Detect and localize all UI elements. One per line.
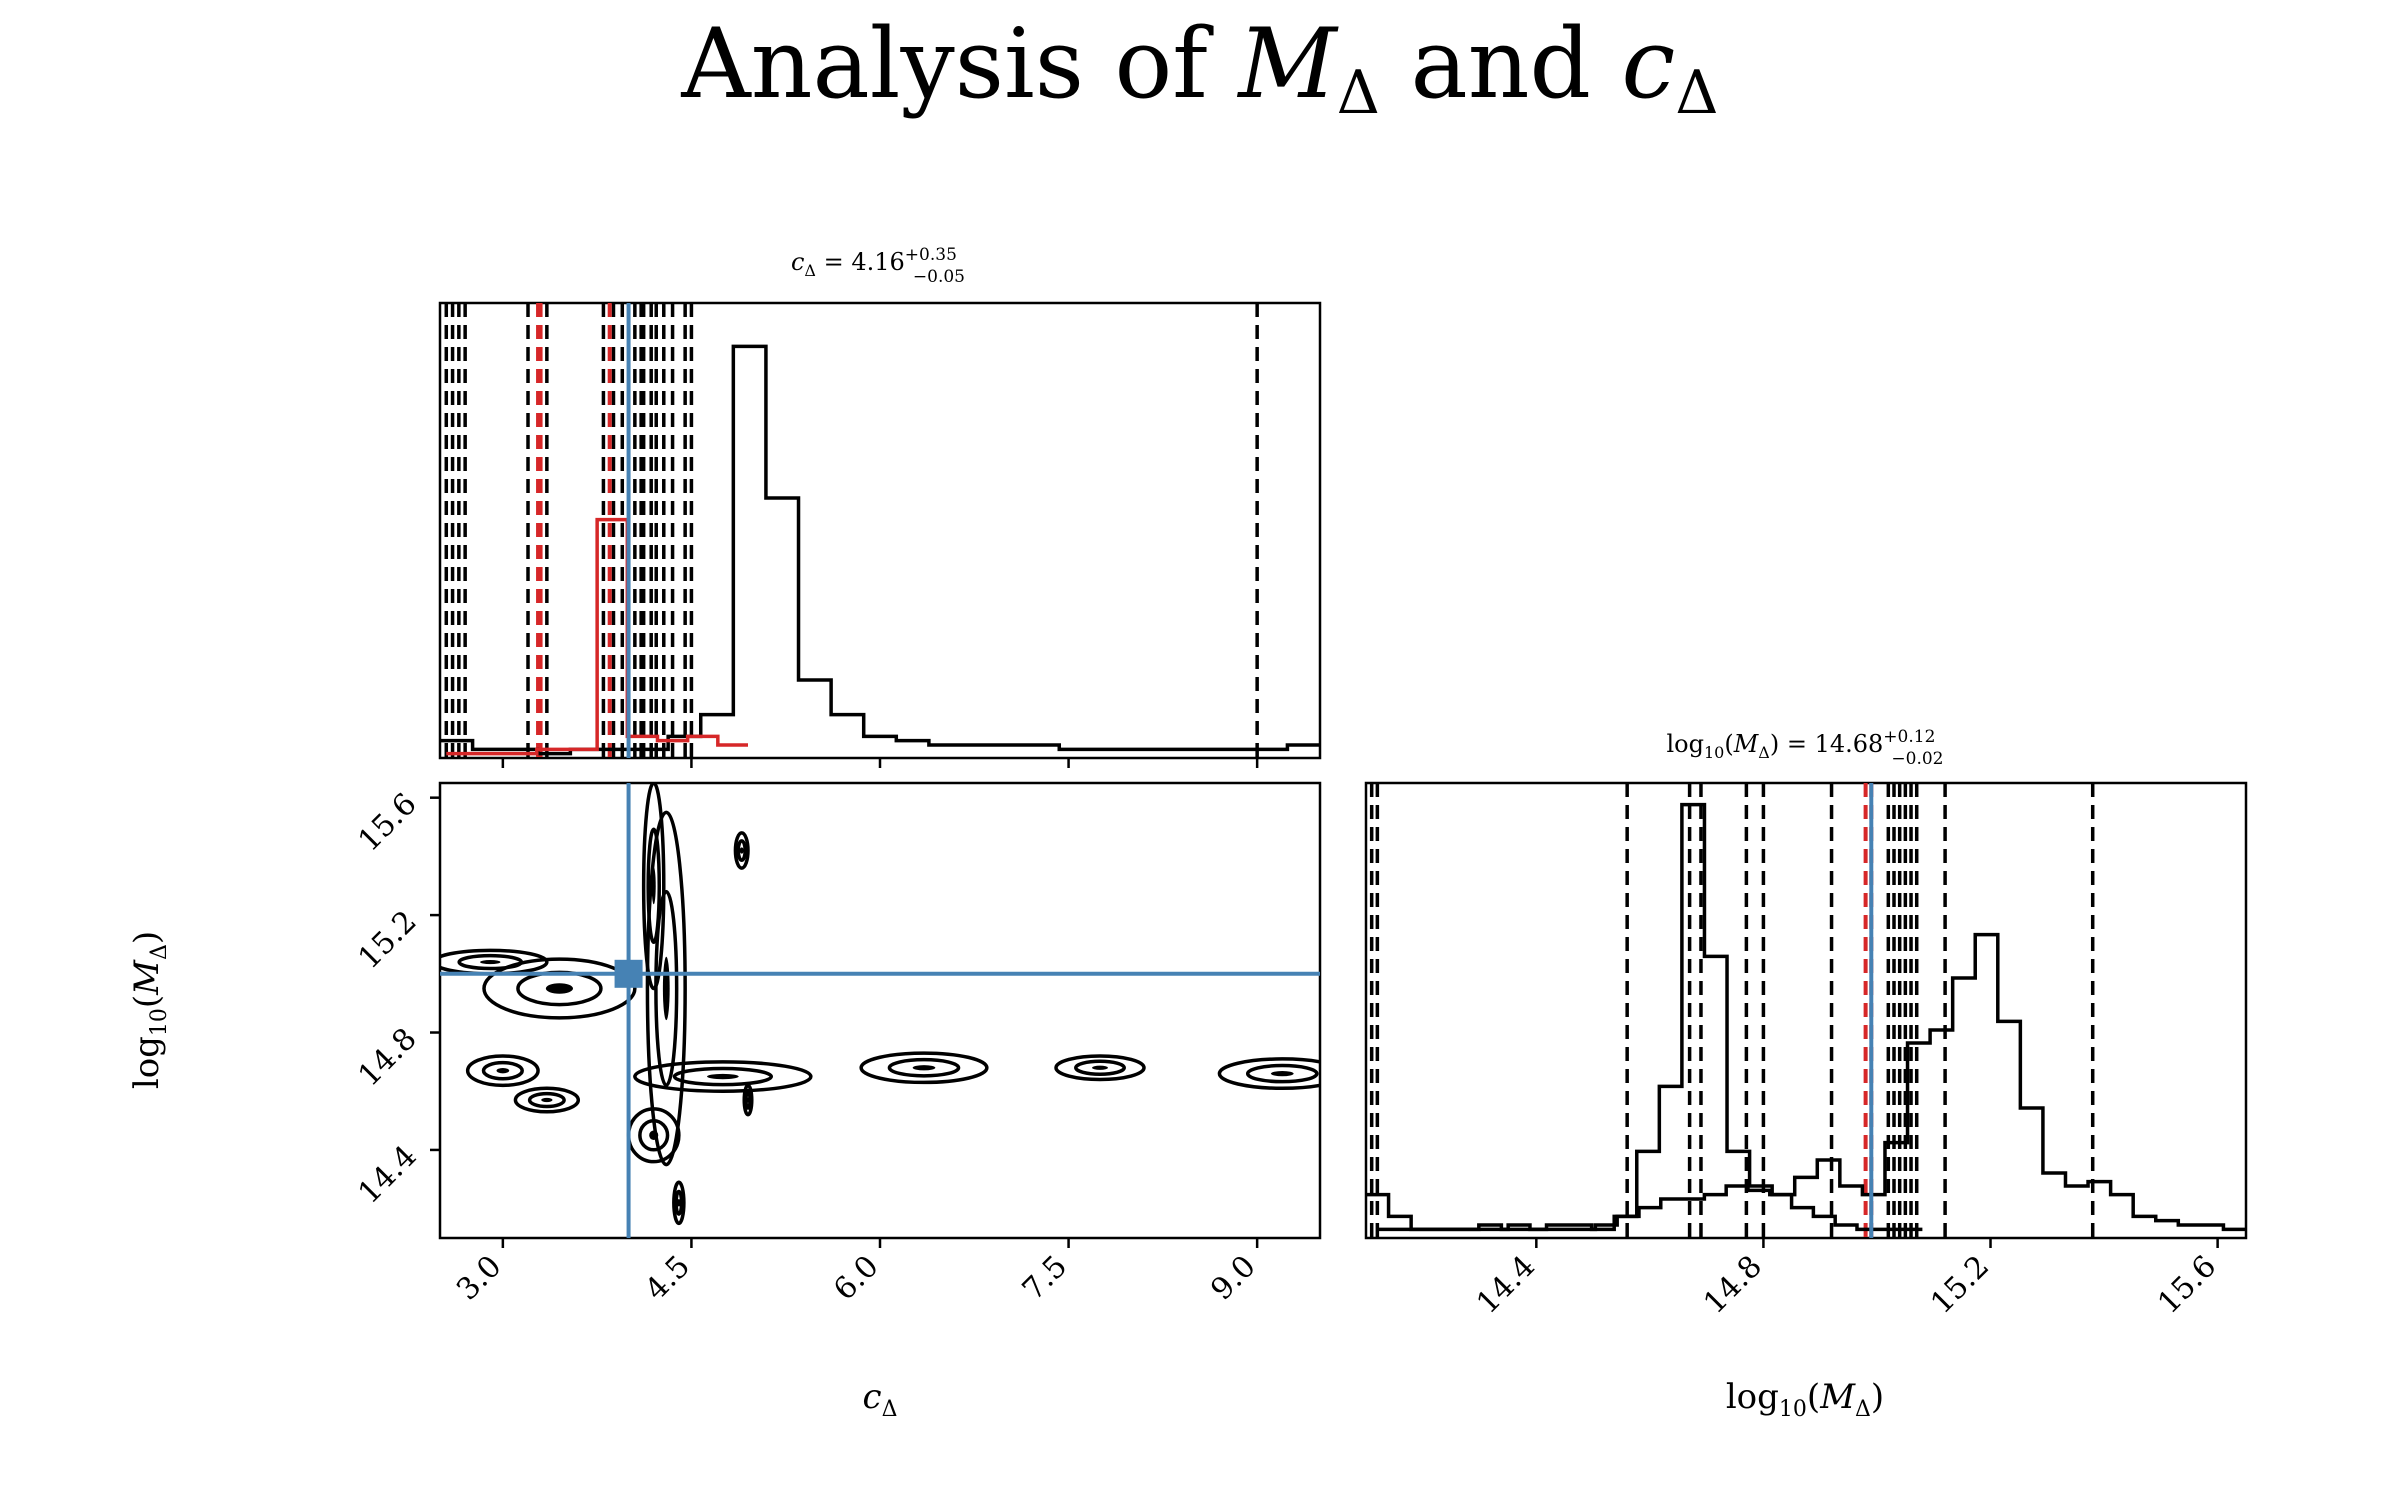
contour-level — [482, 957, 637, 1020]
logM-x-tick-label: 15.6 — [2151, 1249, 2223, 1321]
contour-level — [465, 1054, 540, 1088]
joint-y-axis-label: log10(MΔ) — [127, 931, 172, 1089]
contour-level — [638, 1118, 670, 1152]
joint-x-tick-label: 7.5 — [1016, 1249, 1074, 1307]
contour-level — [1054, 1054, 1146, 1082]
contour-core — [707, 1073, 739, 1080]
contour-level — [457, 953, 524, 971]
logM-x-axis-label: log10(MΔ) — [1726, 1377, 1884, 1422]
contour-core — [651, 867, 656, 905]
logM-x-tick-label: 15.2 — [1924, 1249, 1996, 1321]
contour-core — [739, 847, 744, 854]
logM-x-tick-label: 14.4 — [1470, 1249, 1542, 1321]
contour-level — [633, 1060, 813, 1093]
joint-y-tick-label: 15.2 — [352, 904, 424, 976]
truth-marker — [614, 959, 643, 988]
logM-marginal-title: log10(MΔ) = 14.68+0.12 −0.02 — [1666, 727, 1943, 769]
contour-core — [676, 1199, 681, 1207]
joint-x-tick-label: 6.0 — [827, 1249, 885, 1307]
c-histogram-series — [440, 344, 1320, 756]
contour-core — [1270, 1070, 1294, 1077]
contour-core — [1092, 1065, 1108, 1070]
c-delta-marginal-frame — [438, 301, 1322, 760]
logM-x-tick-label: 14.8 — [1697, 1249, 1769, 1321]
figure-title: Analysis of MΔ and cΔ — [680, 8, 1718, 128]
contour-level — [1217, 1057, 1320, 1091]
c-delta-marginal-title: cΔ = 4.16+0.35 −0.05 — [791, 245, 965, 287]
contour-core — [496, 1068, 510, 1074]
contour-core — [545, 983, 574, 994]
contour-level — [527, 1091, 566, 1109]
contour-level — [1074, 1059, 1126, 1076]
joint-y-tick-label: 14.8 — [352, 1021, 424, 1093]
joint-y-tick-label: 15.6 — [352, 787, 424, 859]
contour-core — [649, 1130, 659, 1141]
contour-level — [672, 1066, 774, 1087]
logM-marginal-panel: log10(MΔ) = 14.68+0.12 −0.02 14.4 14.8 15.2… — [1364, 727, 2248, 1422]
contour-level — [481, 1060, 524, 1081]
contour-level — [672, 1180, 686, 1226]
joint-x-tick-label: 3.0 — [450, 1249, 508, 1307]
contour-core — [912, 1065, 936, 1071]
joint-y-tick-label: 14.4 — [352, 1139, 424, 1211]
contour-level — [887, 1057, 961, 1078]
contour-level — [646, 827, 661, 945]
joint-x-tick-label: 9.0 — [1204, 1249, 1262, 1307]
logM-histogram-series — [1377, 1184, 1923, 1232]
contour-level — [859, 1051, 989, 1085]
contour-level — [736, 839, 747, 862]
contour-core — [662, 956, 670, 1021]
joint-contour-frame — [438, 781, 1322, 1240]
contour-core — [746, 1097, 750, 1103]
logM-marginal-frame — [1364, 781, 2248, 1240]
contour-level — [1245, 1063, 1319, 1084]
joint-x-axis-label: cΔ — [863, 1377, 898, 1422]
contour-core — [541, 1097, 553, 1103]
joint-x-tick-label: 4.5 — [639, 1249, 697, 1307]
joint-contour-panel: 3.0 4.5 6.0 7.5 9.0 14.4 14.8 15.2 15.6 cΔ log1… — [127, 781, 1322, 1422]
logM-histogram-series — [1366, 802, 2246, 1232]
contour-level — [674, 1189, 684, 1216]
c-delta-marginal-panel: cΔ = 4.16+0.35 −0.05 — [438, 245, 1322, 760]
contour-level — [645, 810, 687, 1167]
contour-level — [744, 1090, 752, 1110]
contour-level — [513, 1086, 581, 1114]
c-histogram-series — [446, 517, 748, 756]
contour-core — [480, 959, 501, 965]
contour-level — [733, 831, 750, 870]
contour-level — [641, 783, 666, 991]
